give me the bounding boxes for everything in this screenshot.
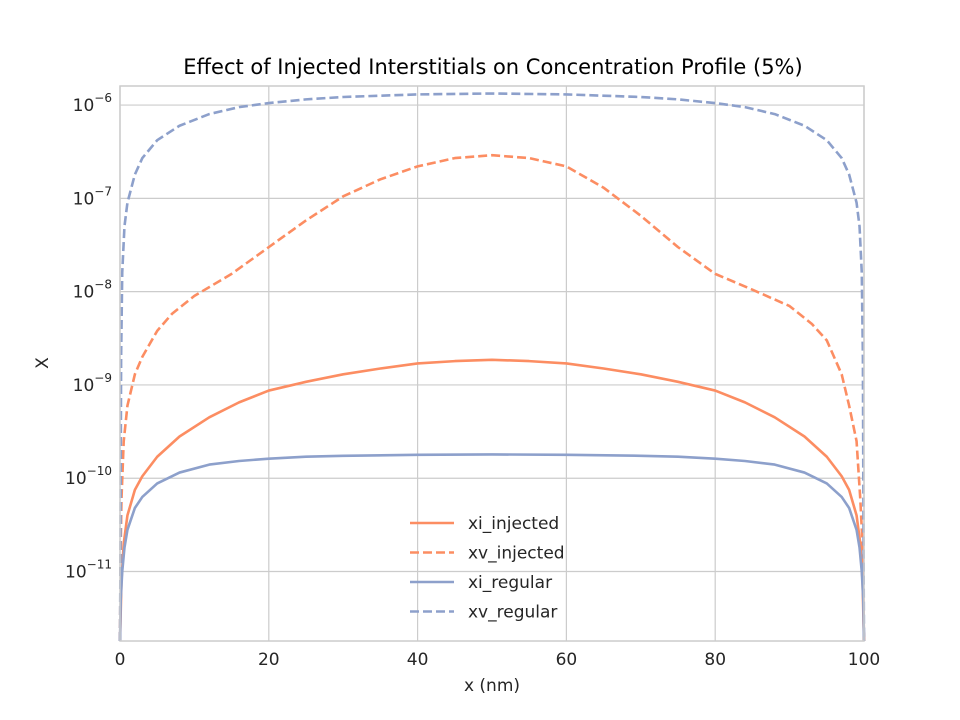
y-tick-exponent: −9 (94, 371, 112, 385)
y-tick-label: 10−7 (73, 184, 112, 209)
series-line-xv-injected (118, 153, 866, 642)
y-tick-exponent: −6 (94, 91, 112, 105)
y-tick-label: 10−6 (73, 91, 112, 116)
y-tick-base: 10 (73, 96, 95, 116)
x-tick-label: 60 (556, 650, 578, 670)
y-tick-exponent: −8 (94, 278, 112, 292)
y-tick-label: 10−9 (73, 371, 112, 396)
y-tick-base: 10 (73, 283, 95, 303)
y-tick-label: 10−10 (65, 464, 112, 489)
x-tick-label: 80 (704, 650, 726, 670)
legend: xi_injected xv_injected xi_regular xv_regul… (410, 514, 565, 623)
x-tick-label: 0 (115, 650, 126, 670)
y-tick-base: 10 (65, 469, 87, 489)
y-tick-exponent: −11 (87, 558, 112, 572)
legend-label: xi_injected (468, 514, 559, 534)
series-layer (118, 92, 866, 642)
legend-label: xi_regular (468, 573, 552, 593)
x-tick-label: 20 (258, 650, 280, 670)
x-tick-label: 40 (407, 650, 429, 670)
x-axis-label: x (nm) (464, 676, 520, 696)
y-tick-label: 10−8 (73, 278, 112, 303)
y-tick-base: 10 (73, 376, 95, 396)
chart-title: Effect of Injected Interstitials on Conc… (183, 55, 802, 79)
series-line-xv-regular (118, 92, 866, 642)
legend-label: xv_injected (468, 544, 565, 564)
series-line-xi-injected (118, 358, 866, 642)
y-axis-label: X (33, 357, 53, 369)
plot-frame (119, 85, 865, 642)
x-tick-labels: 0 20 40 60 80 100 (115, 650, 881, 670)
legend-label: xv_regular (468, 603, 557, 623)
x-tick-label: 100 (848, 650, 880, 670)
y-tick-label: 10−11 (65, 558, 112, 583)
y-tick-base: 10 (65, 563, 87, 583)
y-tick-base: 10 (73, 189, 95, 209)
y-tick-exponent: −7 (94, 184, 112, 198)
plot-area (120, 86, 864, 641)
series-line-xi-regular (118, 453, 866, 642)
y-tick-exponent: −10 (87, 464, 112, 478)
